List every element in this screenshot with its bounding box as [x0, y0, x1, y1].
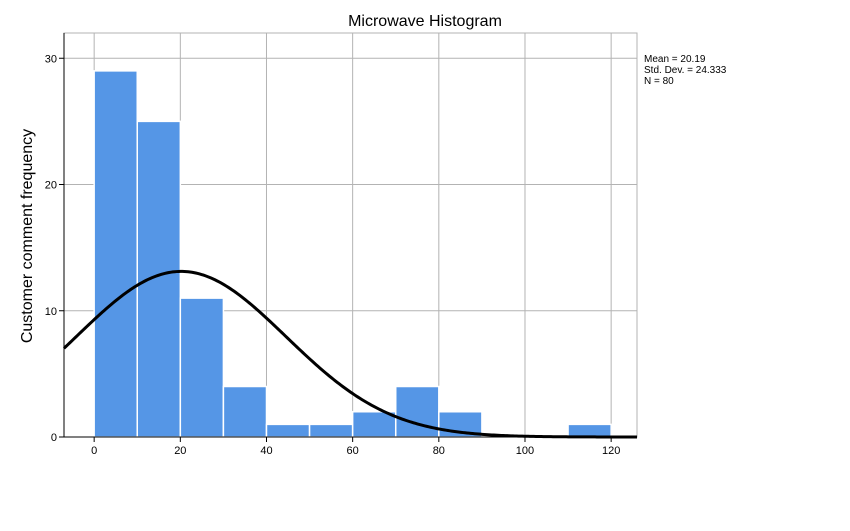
histogram-bar: [179, 297, 225, 438]
x-tick-label: 80: [433, 445, 445, 457]
histogram-bar: [567, 423, 612, 438]
y-tick-label: 20: [45, 180, 57, 192]
x-tick-label: 20: [174, 445, 186, 457]
x-tick-label: 120: [602, 445, 620, 457]
axes: 0 20 40 60 80 100 120 0 10 20 30: [45, 33, 637, 457]
y-tick-label: 30: [45, 53, 57, 65]
histogram-bar: [265, 423, 311, 438]
chart-title: Microwave Histogram: [348, 13, 502, 30]
histogram-bar: [222, 385, 268, 438]
histogram-bars: [93, 70, 612, 438]
histogram-bar: [308, 423, 354, 438]
histogram-bar: [394, 385, 440, 438]
x-tick-label: 60: [347, 445, 359, 457]
histogram-bar: [93, 70, 138, 438]
x-tick-label: 0: [91, 445, 97, 457]
stats-std-dev: Std. Dev. = 24.333: [644, 65, 727, 76]
y-tick-label: 0: [51, 432, 57, 444]
histogram-bar: [136, 120, 182, 438]
y-tick-label: 10: [45, 306, 57, 318]
stats-n: N = 80: [644, 76, 674, 87]
x-tick-label: 100: [516, 445, 534, 457]
y-axis-label: Customer comment frequency: [19, 129, 36, 343]
x-tick-label: 40: [260, 445, 272, 457]
stats-mean: Mean = 20.19: [644, 54, 706, 65]
